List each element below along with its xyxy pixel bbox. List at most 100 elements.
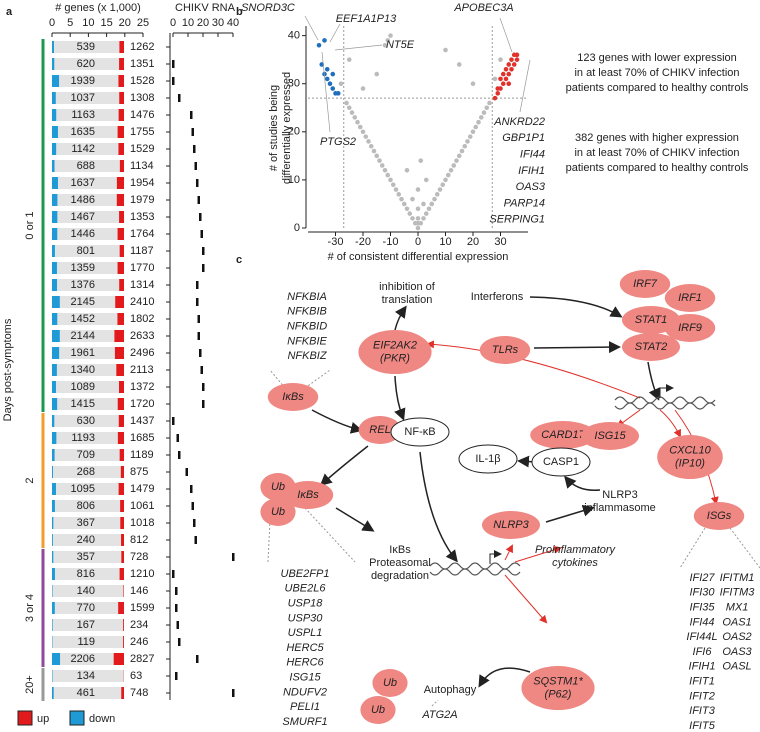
point — [514, 52, 520, 58]
point — [432, 196, 437, 202]
bar-up — [123, 636, 124, 648]
point — [498, 57, 503, 62]
gene-name: OASL — [722, 661, 751, 673]
point — [492, 76, 498, 82]
panel-label: c — [236, 254, 242, 266]
axis-title: CHIKV RNA — [175, 2, 236, 14]
gene-label: OAS3 — [516, 181, 546, 193]
rna-mark — [191, 128, 194, 136]
gene-name: UBE2FP1 — [281, 568, 330, 580]
legend-swatch — [69, 710, 85, 726]
bar-down — [52, 75, 60, 87]
point — [393, 187, 399, 192]
point — [344, 100, 349, 106]
node — [260, 498, 296, 526]
point — [456, 62, 462, 67]
rna-mark — [196, 179, 199, 187]
row-background — [52, 364, 124, 376]
row-background — [52, 585, 124, 597]
value-label: 2145 — [71, 296, 95, 308]
point — [415, 225, 421, 231]
point — [456, 153, 462, 159]
point — [495, 91, 501, 96]
point — [487, 100, 492, 106]
gene-label: PTGS2 — [320, 136, 356, 148]
rna-mark — [196, 281, 199, 289]
bar-down — [52, 585, 53, 597]
point — [498, 76, 503, 82]
bar-down — [52, 568, 55, 580]
value-label: 1467 — [71, 211, 95, 223]
value-label: 461 — [77, 687, 95, 699]
rna-mark — [197, 196, 200, 204]
row-background — [52, 228, 124, 240]
point — [476, 119, 481, 125]
value-label: 709 — [77, 449, 95, 461]
x-tick-label: 20 — [197, 17, 209, 29]
node-label: CASP1 — [543, 456, 579, 468]
point — [500, 81, 506, 87]
value-label: 770 — [77, 602, 95, 614]
gene-name: USP18 — [288, 598, 324, 610]
point — [379, 163, 385, 168]
gene-name: IFITM1 — [720, 572, 755, 584]
node — [622, 333, 680, 361]
point — [388, 177, 393, 183]
value-label: 1187 — [130, 245, 154, 257]
row-background — [52, 517, 124, 529]
value-label: 167 — [77, 619, 95, 631]
bar-up — [120, 517, 124, 529]
bar-down — [52, 92, 56, 104]
point — [423, 177, 429, 183]
y-axis-title: differentially expressed — [281, 72, 293, 184]
node-label: (PKR) — [380, 352, 410, 364]
rna-mark — [194, 536, 197, 544]
value-label: 1802 — [130, 313, 154, 325]
value-label: 1061 — [130, 500, 154, 512]
point — [377, 158, 382, 163]
rna-mark — [172, 417, 175, 425]
node — [693, 502, 745, 530]
rna-mark — [175, 604, 178, 612]
gene-name: IFIT1 — [689, 676, 715, 688]
bar-down — [52, 347, 60, 359]
rna-mark — [193, 519, 196, 527]
point — [415, 206, 421, 212]
gene-name: HERC6 — [286, 657, 324, 669]
point — [346, 57, 352, 62]
node — [664, 284, 716, 312]
point — [385, 172, 391, 178]
row-background — [52, 347, 124, 359]
value-label: 1635 — [71, 126, 95, 138]
value-label: 1685 — [130, 432, 154, 444]
bar-up — [119, 381, 124, 393]
node-label: ISG15 — [594, 430, 626, 442]
value-label: 1351 — [130, 58, 154, 70]
value-label: 1476 — [130, 109, 154, 121]
row-background — [52, 670, 124, 682]
point — [418, 220, 424, 226]
point — [366, 139, 371, 144]
row-background — [52, 194, 124, 206]
panel-label: a — [6, 6, 13, 18]
gene-name: NFKBID — [287, 321, 327, 333]
point — [349, 110, 355, 115]
bar-up — [120, 466, 124, 478]
bar-down — [52, 534, 53, 546]
note: in at least 70% of CHIKV infection — [574, 147, 739, 159]
bar-up — [123, 585, 124, 597]
rna-mark — [172, 570, 175, 578]
node-label: IRF1 — [678, 292, 702, 304]
x-tick-label: 0 — [170, 17, 176, 29]
gene-name: USP30 — [288, 612, 324, 624]
rna-mark — [200, 366, 203, 374]
y-tick-label: 0 — [294, 222, 300, 234]
bar-down — [52, 194, 58, 206]
value-label: 2410 — [130, 296, 154, 308]
row-background — [52, 126, 124, 138]
value-label: 119 — [77, 636, 95, 648]
point — [407, 211, 413, 216]
row-background — [52, 551, 124, 563]
value-label: 1359 — [71, 262, 95, 274]
bar-up — [121, 551, 124, 563]
